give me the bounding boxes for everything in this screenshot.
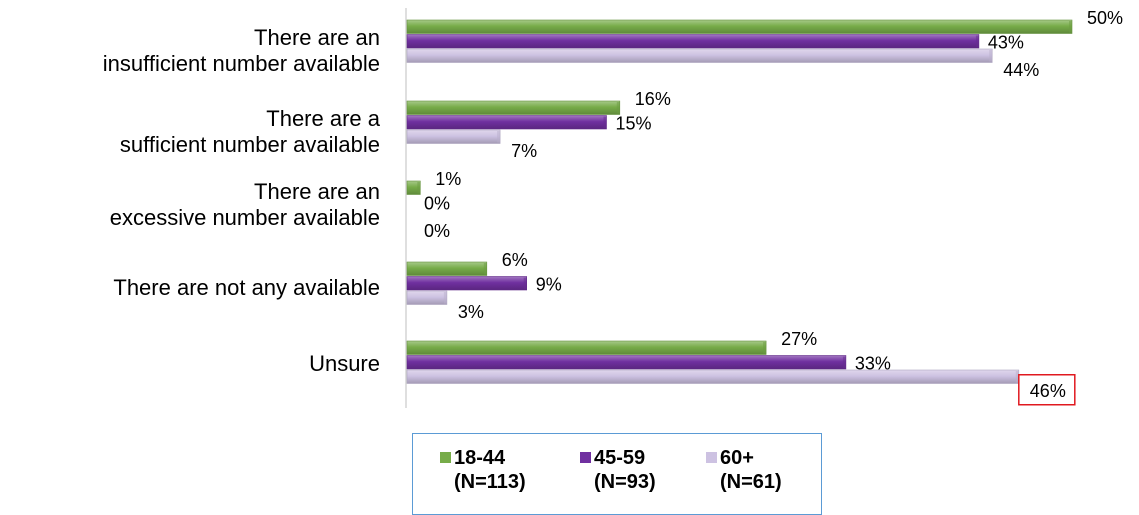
data-label: 0% [424, 221, 450, 241]
chart-area: There are an insufficient number availabl… [103, 8, 1123, 408]
data-label: 7% [511, 141, 537, 161]
data-label: 44% [1003, 60, 1039, 80]
data-label: 43% [988, 32, 1024, 52]
data-label: 1% [435, 169, 461, 189]
bar-cap [417, 182, 421, 194]
bar-cap [1069, 21, 1072, 33]
bar-cap [975, 35, 979, 47]
legend-item-18-44: 18-44 (N=113) [440, 446, 526, 494]
legend-swatch-45-59 [580, 452, 591, 463]
legend-count: (N=113) [454, 471, 526, 493]
data-label: 9% [536, 274, 562, 294]
data-label: 27% [781, 329, 817, 349]
data-label: 33% [855, 353, 891, 373]
bar-chart: There are an insufficient number availabl… [103, 8, 1123, 408]
category-label: Unsure [309, 351, 380, 376]
bar-cap [443, 292, 447, 304]
data-label: 3% [458, 302, 484, 322]
bar-60+-1 [406, 129, 501, 144]
bar-18-44-0 [406, 19, 1073, 34]
bar-cap [1015, 371, 1019, 383]
data-label: 46% [1030, 381, 1066, 401]
bar-60+-0 [406, 48, 993, 63]
bar-45-59-4 [406, 355, 847, 370]
category-label: There are an excessive number available [110, 179, 380, 230]
bar-cap [763, 342, 767, 354]
bar-18-44-1 [406, 100, 621, 115]
bar-45-59-0 [406, 34, 980, 49]
bar-cap [497, 131, 501, 143]
category-label: There are a sufficient number available [120, 106, 381, 157]
legend-item-60-plus: 60+ (N=61) [706, 446, 782, 494]
bar-45-59-3 [406, 276, 527, 291]
bar-cap [523, 277, 527, 289]
bar-60+-4 [406, 369, 1020, 384]
legend-count: (N=61) [720, 471, 782, 493]
legend-name: 45-59 [594, 447, 646, 469]
legend-swatch-18-44 [440, 452, 451, 463]
legend: 18-44 (N=113) 45-59 (N=93) 60+ (N=61) [412, 433, 822, 515]
bar-18-44-3 [406, 261, 488, 276]
bar-cap [989, 50, 993, 62]
bar-cap [616, 102, 620, 114]
legend-swatch-60-plus [706, 452, 717, 463]
bar-cap [603, 116, 607, 128]
bar-45-59-1 [406, 115, 607, 130]
data-label: 0% [424, 193, 450, 213]
legend-name: 60+ [720, 447, 754, 469]
legend-count: (N=93) [594, 471, 656, 493]
data-label: 50% [1087, 8, 1123, 28]
legend-item-45-59: 45-59 (N=93) [580, 446, 656, 494]
bar-cap [483, 263, 487, 275]
highlight-box [1018, 374, 1076, 406]
data-label: 15% [616, 113, 652, 133]
bar-18-44-4 [406, 340, 767, 355]
bar-60+-3 [406, 290, 448, 305]
legend-name: 18-44 [454, 447, 506, 469]
category-label: There are an insufficient number availabl… [103, 25, 380, 76]
bar-cap [842, 356, 846, 368]
data-label: 6% [502, 250, 528, 270]
category-label: There are not any available [113, 275, 380, 300]
data-label: 16% [635, 89, 671, 109]
